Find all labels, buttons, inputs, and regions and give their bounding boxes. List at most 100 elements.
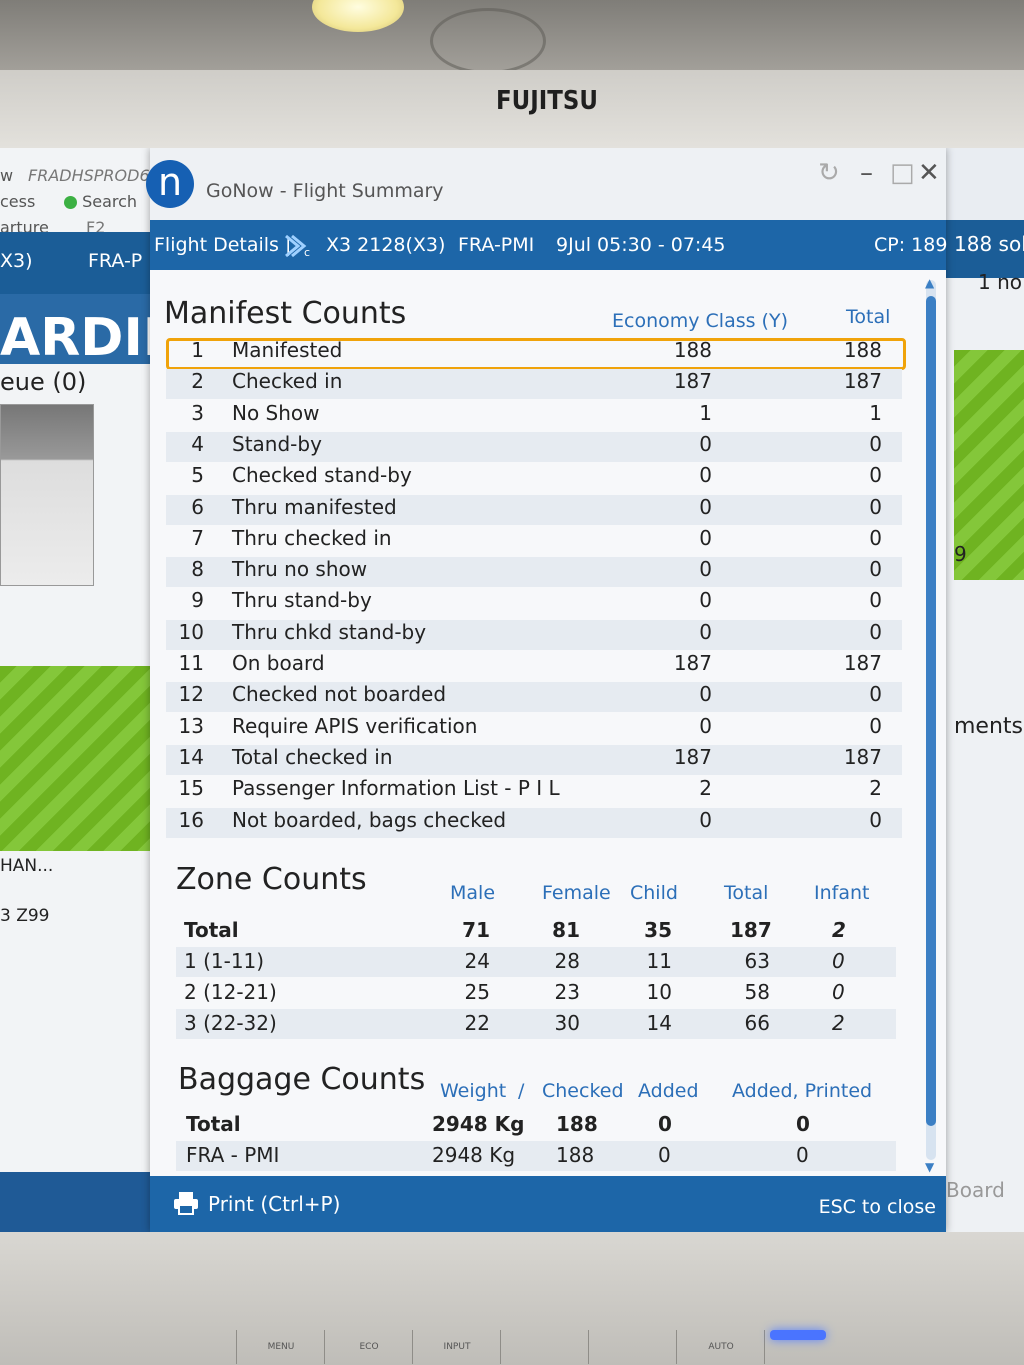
zone-female: 23 — [554, 980, 580, 1004]
monitor-button[interactable] — [764, 1330, 853, 1364]
row-economy-value: 187 — [673, 744, 712, 769]
manifest-row[interactable]: 5 Checked stand-by 0 0 — [166, 463, 902, 493]
row-label: Stand-by — [232, 431, 322, 456]
flight-date-time: 9Jul 05:30 - 07:45 — [556, 234, 726, 256]
manifest-row[interactable]: 2 Checked in 187 187 — [166, 369, 902, 400]
row-total-value: 0 — [869, 588, 882, 613]
zone-title: Zone Counts — [176, 862, 367, 897]
status-dot-icon — [64, 196, 77, 209]
row-label: Checked in — [232, 369, 343, 394]
monitor-button[interactable]: AUTO — [676, 1330, 765, 1364]
manifest-row[interactable]: 7 Thru checked in 0 0 — [166, 526, 902, 556]
manifest-row[interactable]: 12 Checked not boarded 0 0 — [166, 682, 902, 713]
zone-total: 187 — [730, 918, 772, 942]
power-led-icon — [770, 1330, 826, 1340]
bg-host: FRADHSPROD6 — [28, 166, 150, 185]
manifest-row[interactable]: 11 On board 187 187 — [166, 651, 902, 681]
bg-access[interactable]: cess — [0, 192, 36, 211]
row-number: 3 — [191, 400, 204, 425]
manifest-row[interactable]: 10 Thru chkd stand-by 0 0 — [166, 619, 902, 650]
manifest-row[interactable]: 1 Manifested 188 188 — [166, 338, 902, 368]
manifest-col-class: Economy Class (Y) — [612, 310, 788, 332]
right-board[interactable]: Board — [946, 1178, 1005, 1202]
baggage-header: Added — [638, 1080, 699, 1102]
baggage-row[interactable]: Total 2948 Kg 188 0 0 — [176, 1110, 896, 1140]
print-button[interactable]: Print (Ctrl+P) — [208, 1192, 341, 1216]
bg-footer-bar — [0, 1172, 150, 1232]
baggage-added: 0 — [658, 1112, 672, 1136]
zone-male: 22 — [464, 1011, 490, 1035]
zone-female: 30 — [554, 1011, 580, 1035]
checkpoint-count: CP: 189 — [874, 234, 948, 256]
zone-row[interactable]: 2 (12-21) 25 23 10 58 0 — [176, 978, 896, 1008]
baggage-row[interactable]: FRA - PMI 2948 Kg 188 0 0 — [176, 1141, 896, 1171]
bg-search[interactable]: Search — [64, 192, 137, 211]
monitor-brand: FUJITSU — [496, 86, 598, 116]
close-icon[interactable]: ✕ — [918, 158, 940, 188]
baggage-weight: 2948 Kg — [432, 1112, 525, 1136]
svg-text:c: c — [304, 246, 310, 258]
zone-infant: 0 — [832, 980, 845, 1004]
row-number: 14 — [178, 744, 204, 769]
row-label: Checked not boarded — [232, 682, 447, 707]
scrollbar-thumb[interactable] — [926, 296, 936, 1126]
zone-header: Infant — [814, 882, 870, 904]
baggage-header: Checked — [542, 1080, 624, 1102]
manifest-row[interactable]: 14 Total checked in 187 187 — [166, 744, 902, 775]
manifest-row[interactable]: 6 Thru manifested 0 0 — [166, 494, 902, 525]
monitor-button[interactable]: ECO — [324, 1330, 413, 1364]
zone-row[interactable]: 3 (22-32) 22 30 14 66 2 — [176, 1009, 896, 1039]
zone-row[interactable]: 1 (1-11) 24 28 11 63 0 — [176, 947, 896, 977]
baggage-label: FRA - PMI — [186, 1143, 280, 1167]
monitor-button[interactable] — [500, 1330, 589, 1364]
scroll-up-icon[interactable]: ▲ — [925, 276, 935, 290]
zone-child: 14 — [646, 1011, 672, 1035]
right-header-bar — [946, 220, 1024, 278]
minimize-icon[interactable]: – — [860, 158, 873, 188]
flight-summary-dialog: n GoNow - Flight Summary ↻ – □ ✕ Flight … — [146, 148, 948, 1232]
refresh-icon[interactable]: ↻ — [818, 158, 840, 188]
maximize-icon[interactable]: □ — [890, 158, 915, 188]
manifest-row[interactable]: 4 Stand-by 0 0 — [166, 431, 902, 462]
scroll-down-icon[interactable]: ▼ — [925, 1160, 935, 1174]
row-number: 10 — [178, 619, 204, 644]
zone-row[interactable]: Total 71 81 35 187 2 — [176, 916, 896, 946]
right-ments: ments — [954, 714, 1023, 739]
manifest-row[interactable]: 9 Thru stand-by 0 0 — [166, 588, 902, 618]
row-economy-value: 187 — [673, 651, 712, 675]
row-label: Manifested — [232, 338, 343, 362]
monitor-button[interactable] — [588, 1330, 677, 1364]
row-label: On board — [232, 651, 325, 675]
bg-menu-w[interactable]: w — [0, 166, 14, 185]
manifest-row[interactable]: 13 Require APIS verification 0 0 — [166, 714, 902, 744]
baggage-header: / — [518, 1080, 525, 1102]
gonow-logo-icon: n — [146, 160, 194, 208]
row-label: Total checked in — [232, 744, 393, 769]
zone-label: 2 (12-21) — [184, 980, 277, 1004]
bg-queue: eue (0) — [0, 368, 87, 396]
manifest-title: Manifest Counts — [164, 296, 407, 331]
esc-close-hint[interactable]: ESC to close — [818, 1196, 936, 1218]
right-green-panel — [954, 350, 1024, 580]
printer-icon[interactable] — [172, 1190, 200, 1216]
row-total-value: 1 — [869, 400, 882, 425]
row-total-value: 188 — [843, 338, 882, 362]
zone-total: 58 — [744, 980, 770, 1004]
zone-female: 28 — [554, 949, 580, 973]
manifest-row[interactable]: 15 Passenger Information List - P I L 2 2 — [166, 776, 902, 806]
manifest-row[interactable]: 16 Not boarded, bags checked 0 0 — [166, 807, 902, 838]
bg-panel — [0, 404, 94, 586]
row-economy-value: 0 — [699, 619, 712, 644]
flight-number: X3 2128(X3) — [326, 234, 446, 256]
zone-label: 1 (1-11) — [184, 949, 265, 973]
baggage-added-printed: 0 — [796, 1112, 810, 1136]
row-label: No Show — [232, 400, 320, 425]
zone-total: 66 — [744, 1011, 770, 1035]
bg-green-panel — [0, 666, 150, 851]
monitor-button[interactable]: INPUT — [412, 1330, 501, 1364]
row-number: 16 — [178, 807, 204, 832]
manifest-row[interactable]: 3 No Show 1 1 — [166, 401, 902, 431]
manifest-row[interactable]: 8 Thru no show 0 0 — [166, 557, 902, 588]
monitor-button[interactable]: MENU — [236, 1330, 325, 1364]
row-total-value: 0 — [869, 557, 882, 582]
